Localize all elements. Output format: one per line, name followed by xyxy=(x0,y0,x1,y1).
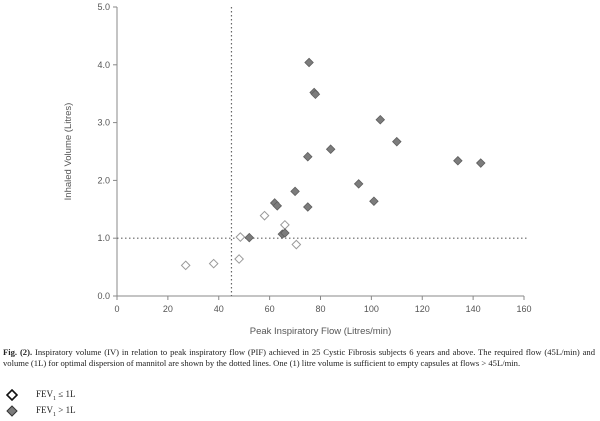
x-tick-label: 120 xyxy=(415,304,430,314)
legend-prefix: FEV xyxy=(36,405,54,415)
open-diamond-point xyxy=(279,219,290,230)
filled-diamond-point xyxy=(303,151,313,162)
y-tick-label: 3.0 xyxy=(97,118,110,128)
figure-caption: Fig. (2). Inspiratory volume (IV) in rel… xyxy=(3,347,595,369)
filled-diamond-point xyxy=(303,202,313,212)
y-tick-label: 5.0 xyxy=(97,2,110,12)
x-tick-label: 20 xyxy=(163,304,173,314)
legend-sub: 1 xyxy=(53,395,57,402)
reference-lines xyxy=(117,7,528,296)
legend-label-open: FEV1 ≤ 1L xyxy=(36,389,75,402)
filled-diamond-point xyxy=(310,89,321,100)
y-tick-label: 4.0 xyxy=(97,60,110,70)
x-tick-label: 100 xyxy=(364,304,379,314)
y-axis-title: Inhaled Volume (Litres) xyxy=(63,103,74,201)
axes: 0.0 1.0 2.0 3.0 4.0 5.0 0 20 40 60 80 100 120 140 160 xyxy=(97,2,531,314)
filled-diamond-point xyxy=(375,114,386,125)
legend-sub: 1 xyxy=(53,411,57,418)
filled-diamond-point xyxy=(304,57,314,68)
x-tick-label: 60 xyxy=(265,304,275,314)
data-points xyxy=(180,57,486,271)
filled-diamond-point xyxy=(244,232,255,243)
x-tick-label: 80 xyxy=(315,304,325,314)
filled-diamond-point xyxy=(325,144,336,154)
filled-diamond-point xyxy=(392,136,402,147)
x-tick-label: 160 xyxy=(516,304,531,314)
filled-diamond-point xyxy=(369,196,379,206)
y-tick-label: 2.0 xyxy=(97,175,110,185)
legend-prefix: FEV xyxy=(36,389,54,399)
filled-diamond-point xyxy=(353,179,364,189)
filled-diamond-point xyxy=(290,186,300,197)
open-diamond-point xyxy=(234,254,245,264)
filled-diamond-point xyxy=(272,201,283,211)
open-diamond-point xyxy=(291,239,302,250)
caption-text: Inspiratory volume (IV) in relation to p… xyxy=(3,347,595,368)
figure-label: Fig. (2). xyxy=(3,347,33,357)
filled-diamond-icon xyxy=(6,405,18,417)
y-tick-label: 0.0 xyxy=(97,291,110,301)
filled-diamond-point xyxy=(453,155,463,166)
y-tick-label: 1.0 xyxy=(97,233,110,243)
filled-diamond-point xyxy=(475,158,486,168)
x-tick-label: 140 xyxy=(466,304,481,314)
filled-diamond-point xyxy=(280,228,290,238)
legend-item-open xyxy=(6,389,18,401)
legend-suffix: > 1L xyxy=(56,405,76,415)
x-axis-title: Peak Inspiratory Flow (Litres/min) xyxy=(250,326,391,337)
x-tick-label: 0 xyxy=(114,304,119,314)
legend-suffix: ≤ 1L xyxy=(56,389,76,399)
open-diamond-point xyxy=(180,260,191,271)
legend-label-filled: FEV1 > 1L xyxy=(36,405,76,418)
scatter-chart: 0.01.02.03.04.05.00 20 40 60 80 100 120 140 160 … xyxy=(63,2,532,337)
open-diamond-point xyxy=(208,258,219,269)
x-tick-label: 40 xyxy=(214,304,224,314)
legend-item-filled xyxy=(6,405,18,417)
open-diamond-point xyxy=(235,232,246,242)
open-diamond-icon xyxy=(6,389,18,401)
open-diamond-point xyxy=(259,210,270,221)
